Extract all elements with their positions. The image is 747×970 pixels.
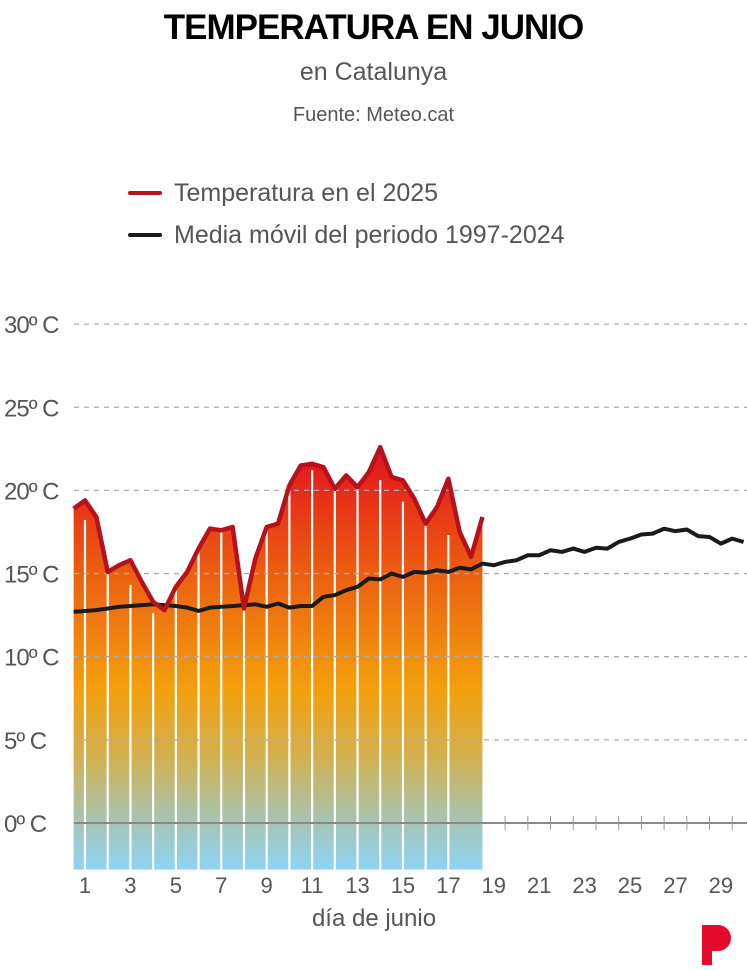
y-tick-label: 15º C — [4, 562, 59, 589]
x-tick-label: 5 — [170, 873, 182, 898]
y-tick-label: 0º C — [4, 811, 47, 838]
x-tick-label: 3 — [124, 873, 136, 898]
y-tick-label: 10º C — [4, 645, 59, 672]
publisher-p-logo-icon — [702, 925, 731, 965]
legend: Temperatura en el 2025 Media móvil del p… — [128, 172, 565, 256]
x-tick-label: 27 — [663, 873, 687, 898]
x-tick-label: 11 — [301, 873, 324, 898]
x-tick-label: 21 — [527, 873, 551, 898]
legend-swatch-2025 — [128, 191, 162, 195]
y-tick-label: 20º C — [4, 478, 59, 505]
x-tick-label: 1 — [79, 873, 91, 898]
x-tick-label: 17 — [436, 873, 460, 898]
legend-swatch-average — [128, 233, 162, 237]
x-tick-label: 15 — [391, 873, 415, 898]
y-tick-label: 25º C — [4, 395, 59, 422]
chart-title: TEMPERATURA EN JUNIO — [163, 8, 584, 47]
legend-label-average: Media móvil del periodo 1997-2024 — [174, 220, 565, 249]
x-tick-label: 13 — [345, 873, 369, 898]
average-line — [73, 526, 745, 614]
chart-source: Fuente: Meteo.cat — [292, 104, 455, 126]
x-tick-label: 9 — [261, 873, 273, 898]
y-tick-label: 5º C — [4, 728, 47, 755]
x-tick-label: 29 — [709, 873, 733, 898]
x-tick-label: 23 — [572, 873, 596, 898]
legend-item-average: Media móvil del periodo 1997-2024 — [128, 214, 565, 256]
y-tick-label: 30º C — [4, 312, 59, 339]
x-axis-title: día de junio — [312, 905, 436, 932]
x-tick-label: 7 — [215, 873, 227, 898]
chart-subtitle: en Catalunya — [299, 58, 448, 86]
legend-item-2025: Temperatura en el 2025 — [128, 172, 565, 214]
x-tick-label: 19 — [482, 873, 506, 898]
x-tick-label: 25 — [618, 873, 642, 898]
temperature-2025-line — [72, 444, 485, 613]
legend-label-2025: Temperatura en el 2025 — [174, 178, 439, 207]
